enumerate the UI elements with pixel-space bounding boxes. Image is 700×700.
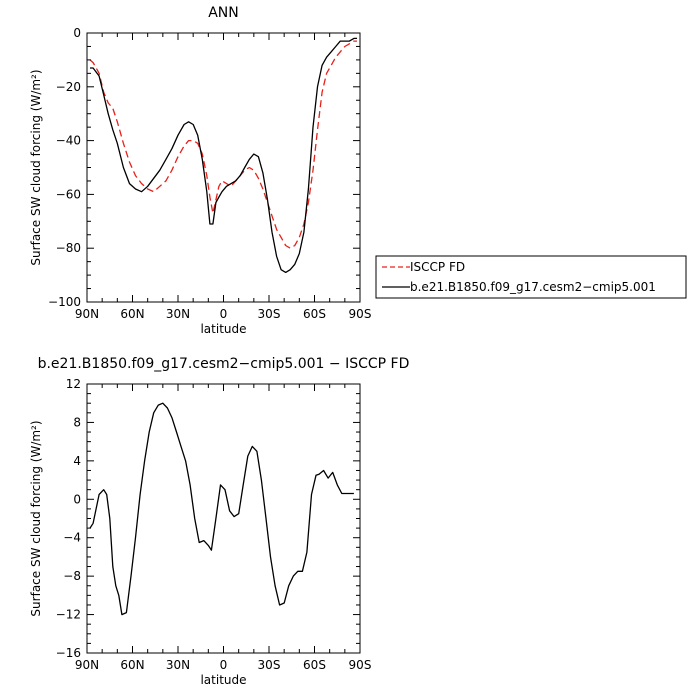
legend-box: [375, 255, 687, 299]
x-tick-label: 30N: [166, 658, 190, 672]
x-tick-label: 60S: [303, 307, 326, 321]
x-tick-label: 30S: [258, 658, 281, 672]
chart-panel-2: 90N 60N 30N 0 30S 60S 90S −16 −12 −8 −4 0 4 8 12 b.e21.…: [29, 356, 409, 687]
y-tick-label: 12: [66, 377, 81, 391]
y-tick-label: 0: [73, 26, 81, 40]
series-line-1-2: [90, 37, 357, 274]
y-tick-label: −16: [56, 646, 81, 660]
x-axis-label: latitude: [200, 322, 246, 336]
plot-frame: [86, 383, 361, 654]
y-tick-label: −12: [56, 608, 81, 622]
legend-label-1: ISCCP FD: [410, 260, 465, 274]
legend: ISCCP FD b.e21.B1850.f09_g17.cesm2−cmip5.…: [375, 255, 687, 299]
y-tick-label: −8: [63, 569, 81, 583]
y-tick-label: −20: [56, 80, 81, 94]
y-tick-label: −80: [56, 241, 81, 255]
x-tick-label: 60N: [120, 658, 144, 672]
x-tick-label: 60S: [303, 658, 326, 672]
chart-panel-1: 90N 60N 30N 0 30S 60S 90S −100 −80 −60 −40 −20 0 ANN l…: [29, 5, 371, 336]
x-tick-label: 90N: [75, 658, 99, 672]
legend-label-2: b.e21.B1850.f09_g17.cesm2−cmip5.001: [410, 280, 656, 294]
y-axis-label: Surface SW cloud forcing (W/m²): [29, 69, 43, 265]
x-tick-label: 0: [220, 658, 228, 672]
x-tick-label: 90S: [349, 307, 372, 321]
x-tick-label: 0: [220, 307, 228, 321]
chart-title: ANN: [208, 5, 239, 21]
y-tick-label: −40: [56, 134, 81, 148]
x-tick-label: 90S: [349, 658, 372, 672]
y-tick-label: −100: [48, 295, 81, 309]
y-tick-label: 0: [73, 492, 81, 506]
x-tick-label: 30N: [166, 307, 190, 321]
y-axis-label: Surface SW cloud forcing (W/m²): [29, 420, 43, 616]
y-tick-label: −4: [63, 531, 81, 545]
x-tick-label: 30S: [258, 307, 281, 321]
y-tick-label: 4: [73, 454, 81, 468]
chart-title: b.e21.B1850.f09_g17.cesm2−cmip5.001 − IS…: [38, 356, 410, 372]
series-line-1-1: [89, 40, 357, 249]
y-tick-label: −60: [56, 187, 81, 201]
plot-frame: [86, 32, 361, 303]
y-tick-label: 8: [73, 415, 81, 429]
x-tick-label: 90N: [75, 307, 99, 321]
x-axis-label: latitude: [200, 673, 246, 687]
series-line-2-1: [89, 402, 354, 616]
x-tick-label: 60N: [120, 307, 144, 321]
